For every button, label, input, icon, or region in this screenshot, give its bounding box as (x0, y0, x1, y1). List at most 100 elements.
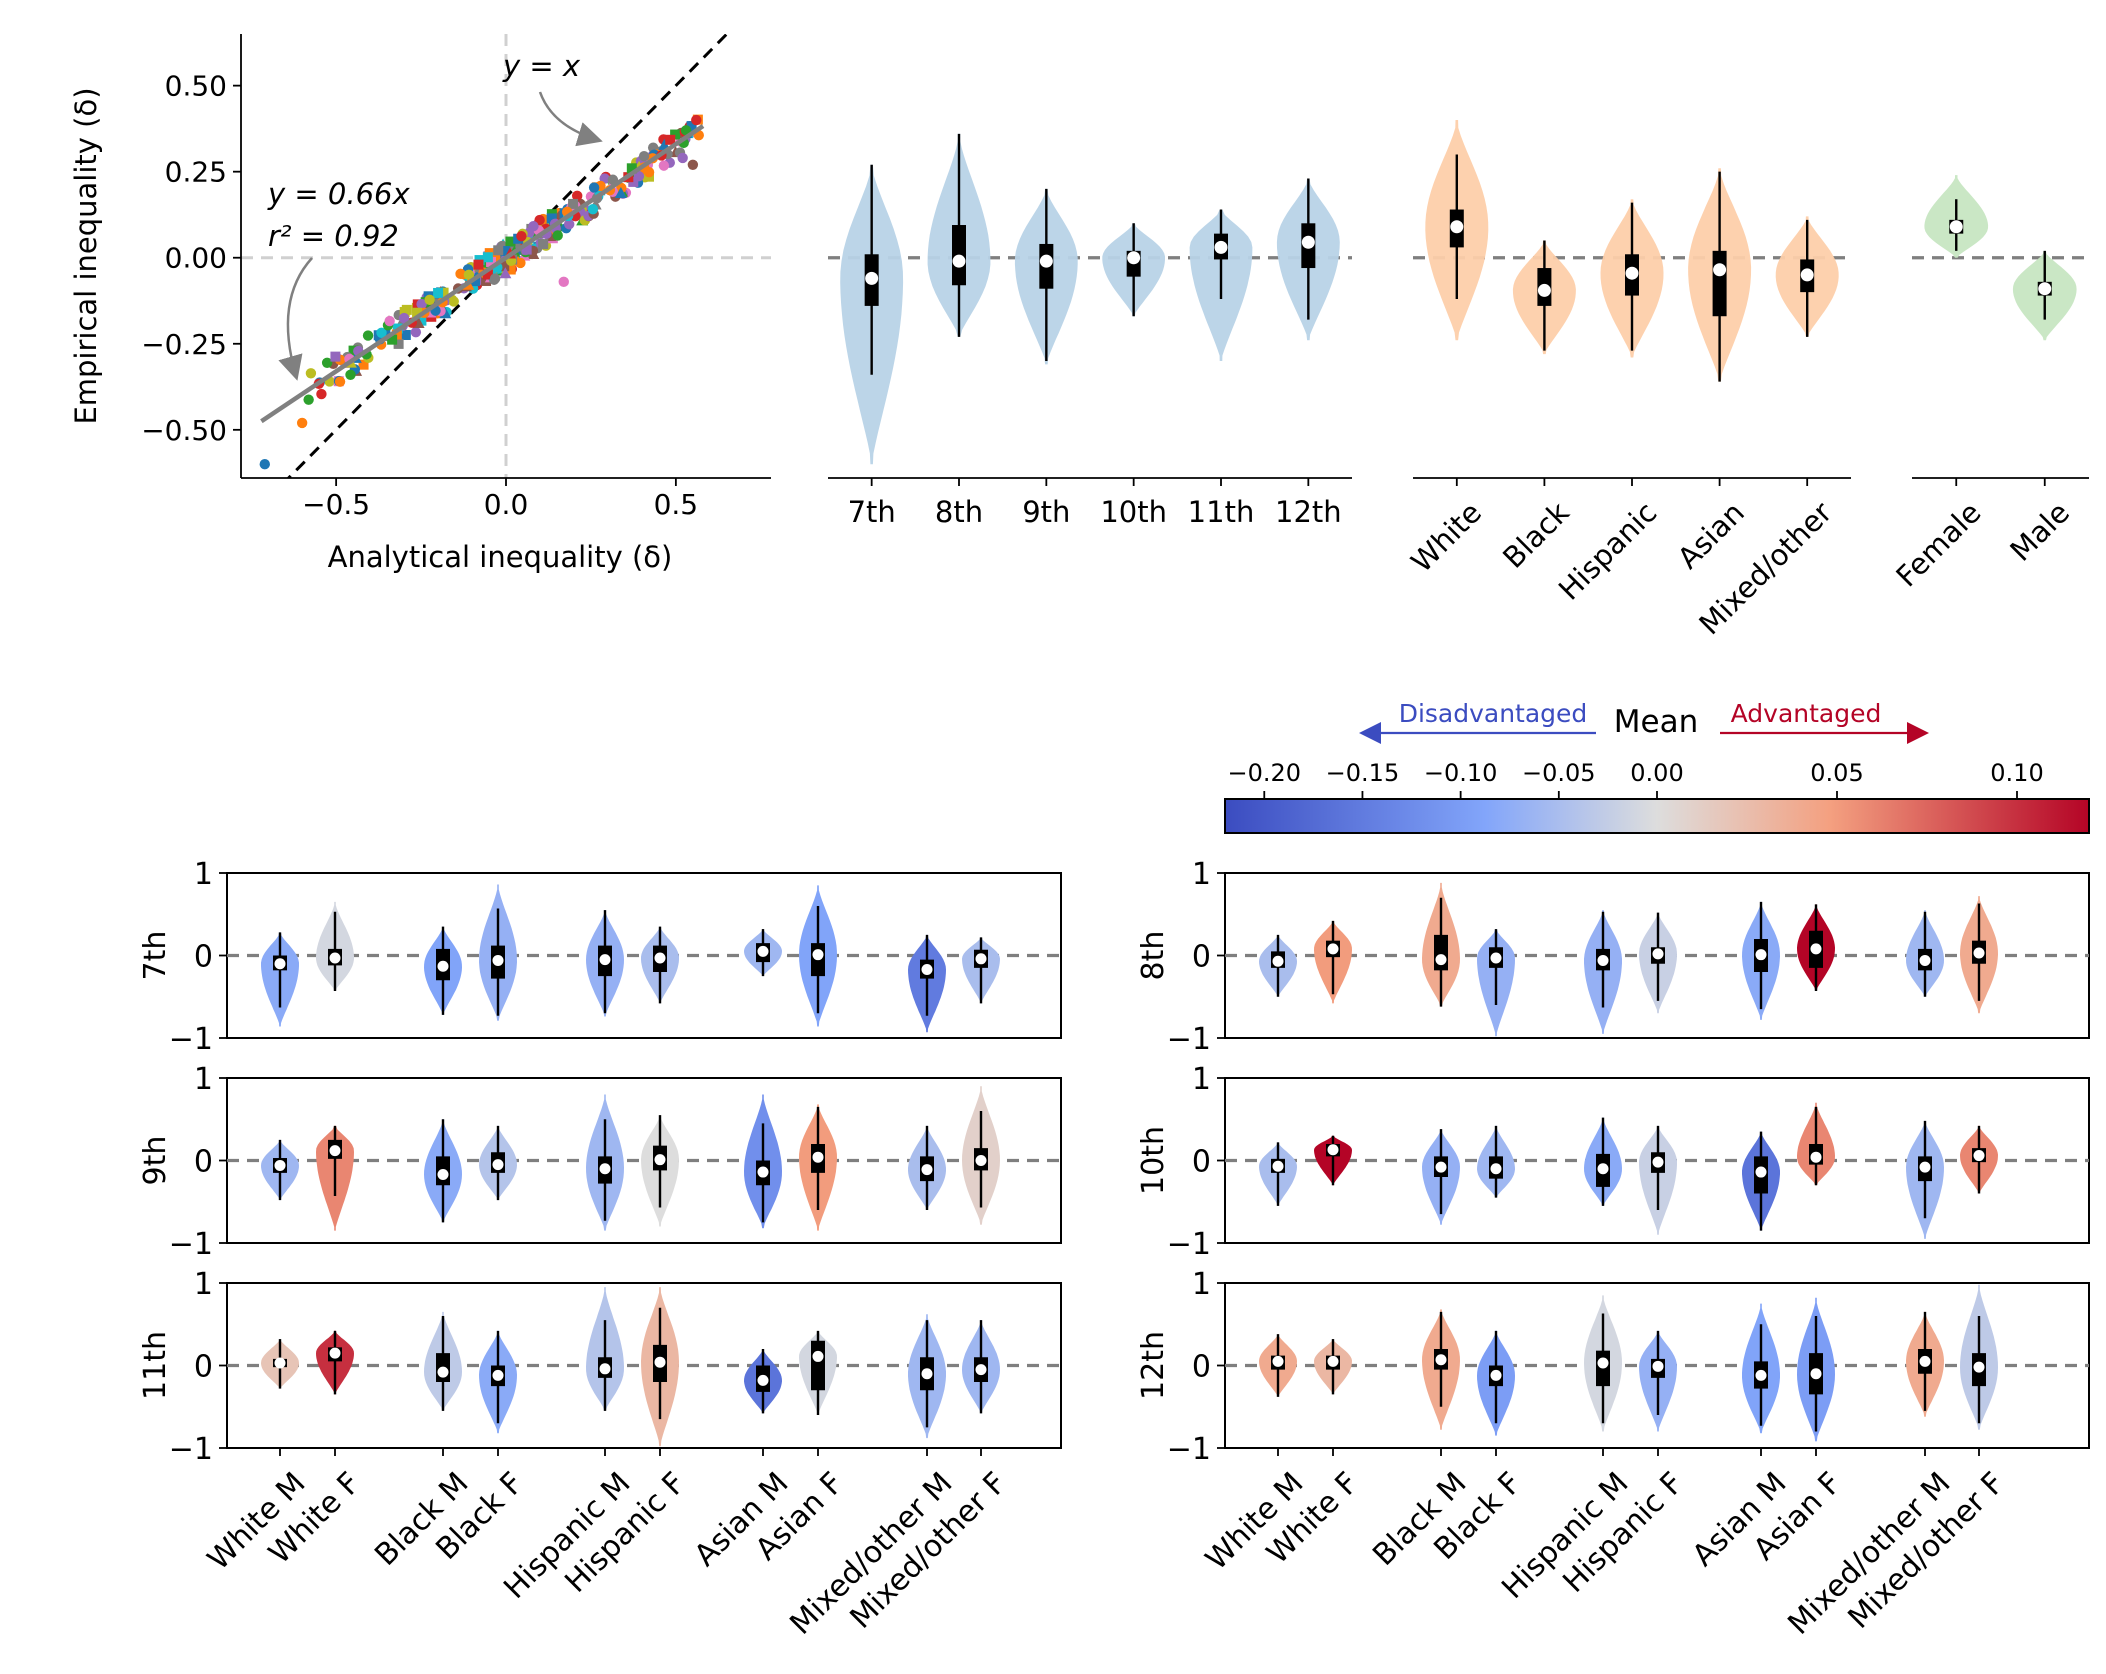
fit-arrow (278, 257, 313, 381)
data-point (400, 329, 411, 340)
x-tick-label: 0.0 (484, 488, 529, 521)
data-point (416, 298, 427, 310)
median-dot (492, 1369, 504, 1381)
median-dot (1919, 1355, 1931, 1367)
data-point (538, 239, 549, 250)
data-point (316, 388, 327, 400)
data-point (482, 252, 493, 263)
median-dot (1713, 263, 1727, 277)
colorbar-gradient (1224, 798, 2090, 834)
x-tick-label: 0.5 (654, 488, 699, 521)
median-dot (1039, 254, 1053, 268)
median-dot (274, 1357, 286, 1369)
grid-panel-10th: −1 0 1 10th (1136, 1062, 2090, 1262)
data-point (482, 269, 493, 280)
data-point (376, 327, 387, 338)
median-dot (1272, 1160, 1284, 1172)
median-dot (654, 952, 666, 964)
data-point (463, 269, 475, 281)
data-point (505, 264, 516, 275)
data-point (633, 170, 645, 182)
grade-label: 10th (1136, 1126, 1171, 1195)
category-label: Hispanic (1552, 495, 1663, 606)
data-point (416, 315, 427, 326)
data-point (345, 369, 356, 381)
y-tick-label: −1 (1167, 1432, 1211, 1467)
advantaged-label: Advantaged (1731, 699, 1882, 728)
r2-annotation: r² = 0.92 (268, 219, 399, 253)
y-tick-label: 1 (194, 857, 213, 892)
median-dot (1919, 1161, 1931, 1173)
y-tick-label: −1 (169, 1227, 213, 1262)
median-dot (921, 1368, 933, 1380)
median-dot (274, 958, 286, 970)
median-dot (1597, 954, 1609, 966)
data-point (658, 160, 670, 171)
median-dot (975, 1155, 987, 1166)
data-point (489, 273, 501, 284)
y-tick-label: 0 (194, 940, 213, 975)
data-point (433, 287, 444, 298)
median-dot (1272, 955, 1284, 967)
identity-arrow (538, 91, 603, 147)
median-dot (757, 1166, 769, 1178)
median-dot (812, 1350, 824, 1362)
median-dot (1490, 1163, 1502, 1175)
y-axis-label: Empirical inequality (δ) (69, 87, 103, 424)
median-dot (1127, 251, 1141, 265)
data-point (455, 268, 466, 280)
median-dot (1810, 1368, 1822, 1380)
y-tick-label: 1 (1192, 1267, 1211, 1302)
median-dot (865, 271, 879, 285)
colorbar: −0.20 −0.15 −0.10 −0.05 0.00 0.05 0.10 Mean Disa… (1224, 699, 2090, 834)
category-label: 7th (848, 495, 896, 529)
median-dot (492, 954, 504, 966)
y-tick-label: 0.00 (165, 242, 227, 275)
grade-label: 7th (138, 931, 173, 981)
scatter-panel: −0.5 0.0 0.5 −0.50 −0.25 0.00 0.25 0.50 Analytic… (69, 34, 771, 574)
median-dot (599, 954, 611, 966)
median-dot (1973, 947, 1985, 959)
category-label: Female (1889, 495, 1987, 593)
y-tick-label: −0.25 (141, 328, 227, 361)
iqr-box (1712, 250, 1727, 317)
median-dot (921, 1164, 933, 1176)
identity-annotation: y = x (502, 49, 581, 83)
data-point (438, 287, 449, 298)
data-point (384, 315, 395, 327)
category-label: Black (1496, 495, 1576, 575)
colorbar-tick-label: 0.10 (1990, 759, 2043, 787)
category-label: White (1404, 495, 1488, 579)
colorbar-tick-label: −0.15 (1326, 759, 1400, 787)
y-tick-label: 0 (1192, 1350, 1211, 1385)
median-dot (437, 960, 449, 972)
data-point (424, 294, 435, 306)
data-point (686, 121, 697, 132)
data-point (499, 261, 510, 272)
y-tick-label: −0.50 (141, 414, 227, 447)
outlier-point (259, 459, 270, 470)
median-dot (1214, 240, 1228, 254)
data-point (500, 246, 511, 257)
median-dot (1810, 943, 1822, 955)
median-dot (437, 1366, 449, 1378)
median-dot (952, 254, 966, 268)
category-label: 12th (1275, 495, 1342, 529)
data-point (658, 138, 671, 150)
y-tick-label: −1 (169, 1022, 213, 1057)
median-dot (1810, 1151, 1822, 1163)
median-dot (1755, 1166, 1767, 1178)
colorbar-tick-label: −0.10 (1424, 759, 1498, 787)
median-dot (1537, 283, 1551, 297)
median-dot (812, 1151, 824, 1163)
category-label: 8th (935, 495, 983, 529)
category-label: 10th (1100, 495, 1167, 529)
y-tick-label: 0 (1192, 940, 1211, 975)
outlier-point (691, 114, 702, 126)
colorbar-tick-label: 0.00 (1630, 759, 1683, 787)
median-dot (921, 964, 933, 976)
y-tick-label: 0 (1192, 1145, 1211, 1180)
data-point (552, 230, 563, 241)
data-point (493, 245, 504, 256)
data-point (362, 330, 374, 341)
